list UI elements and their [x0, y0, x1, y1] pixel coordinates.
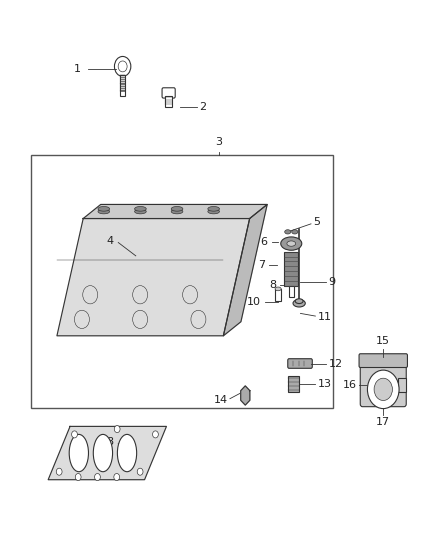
Text: 3: 3: [215, 136, 223, 147]
Ellipse shape: [208, 206, 219, 211]
Polygon shape: [223, 205, 267, 336]
Ellipse shape: [285, 230, 291, 234]
Text: 14: 14: [214, 395, 228, 405]
Bar: [165, 96, 172, 107]
Ellipse shape: [208, 209, 219, 214]
Text: 11: 11: [318, 312, 332, 322]
Ellipse shape: [117, 434, 137, 472]
Circle shape: [114, 473, 120, 481]
Text: 1: 1: [74, 64, 81, 74]
Polygon shape: [83, 205, 267, 219]
Circle shape: [95, 473, 100, 481]
Text: 5: 5: [313, 217, 320, 227]
Text: 9: 9: [328, 278, 336, 287]
Circle shape: [374, 378, 392, 400]
FancyBboxPatch shape: [288, 359, 312, 368]
Circle shape: [367, 370, 399, 409]
Text: 4: 4: [107, 236, 114, 246]
Text: 8: 8: [269, 280, 276, 290]
Bar: [275, 289, 281, 301]
Text: 15: 15: [376, 336, 390, 346]
Ellipse shape: [93, 434, 113, 472]
Text: 7: 7: [258, 261, 265, 270]
Circle shape: [152, 431, 159, 438]
Ellipse shape: [287, 241, 296, 246]
Bar: [284, 252, 298, 286]
Text: 10: 10: [247, 297, 261, 307]
Bar: [31, 155, 333, 408]
Ellipse shape: [275, 287, 281, 291]
Polygon shape: [48, 426, 166, 480]
Ellipse shape: [171, 206, 183, 211]
Text: 13: 13: [318, 379, 332, 389]
Text: 16: 16: [343, 380, 357, 390]
Ellipse shape: [134, 209, 146, 214]
Ellipse shape: [98, 206, 110, 211]
Ellipse shape: [292, 230, 298, 234]
Bar: [289, 286, 294, 297]
Circle shape: [56, 468, 62, 475]
FancyBboxPatch shape: [360, 360, 406, 407]
Ellipse shape: [171, 209, 183, 214]
Text: 6: 6: [260, 237, 267, 247]
Text: 2: 2: [199, 102, 206, 111]
Ellipse shape: [134, 206, 146, 211]
Circle shape: [75, 473, 81, 481]
Text: 17: 17: [376, 417, 390, 427]
Bar: [288, 376, 299, 392]
Circle shape: [137, 468, 143, 475]
Ellipse shape: [281, 237, 302, 251]
Polygon shape: [57, 219, 250, 336]
Ellipse shape: [69, 434, 88, 472]
Polygon shape: [241, 386, 250, 405]
FancyBboxPatch shape: [359, 354, 407, 368]
Circle shape: [71, 431, 78, 438]
Ellipse shape: [295, 299, 303, 304]
Circle shape: [114, 425, 120, 433]
Bar: [120, 75, 125, 96]
Ellipse shape: [98, 209, 110, 214]
Ellipse shape: [293, 300, 305, 307]
FancyBboxPatch shape: [162, 88, 175, 98]
Bar: [398, 377, 406, 392]
Text: 12: 12: [328, 359, 343, 368]
Text: 18: 18: [101, 438, 115, 447]
